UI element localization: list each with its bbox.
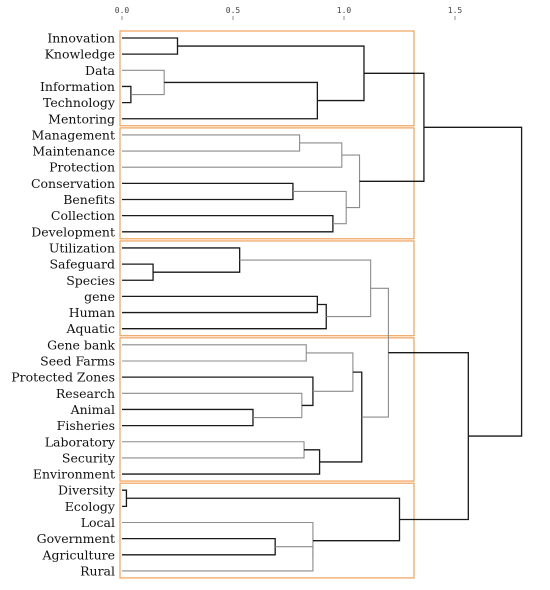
- dendrogram-branch: [122, 37, 179, 55]
- leaf-label: Mentoring: [48, 111, 115, 126]
- dendrogram-branch: [388, 352, 469, 521]
- dendrogram-branch: [122, 441, 305, 459]
- leaf-label: Protected Zones: [11, 370, 115, 385]
- dendrogram-branch: [122, 546, 314, 572]
- cluster-box: [119, 30, 415, 127]
- dendrogram-branch: [126, 497, 401, 542]
- leaf-label: Innovation: [47, 31, 115, 46]
- leaf-label: Management: [32, 127, 115, 142]
- cluster-box: [119, 240, 415, 337]
- cluster-box: [119, 482, 415, 579]
- leaf-labels: InnovationKnowledgeDataInformationTechno…: [11, 31, 116, 579]
- dendrogram-branch: [122, 303, 327, 330]
- dendrogram-branch: [122, 408, 254, 427]
- leaf-label: Agriculture: [42, 547, 116, 562]
- leaf-label: gene: [84, 289, 115, 304]
- leaf-label: Technology: [43, 95, 116, 110]
- dendrogram-branch: [177, 45, 365, 102]
- cluster-box: [119, 127, 415, 240]
- dendrogram-branch: [122, 489, 128, 507]
- leaf-label: Collection: [51, 208, 115, 223]
- leaf-label: Conservation: [31, 176, 115, 191]
- axis-tick-label: 1.0: [337, 6, 352, 15]
- dendrogram-branch: [122, 263, 154, 281]
- dendrogram-branch: [122, 182, 294, 201]
- leaf-label: Benefits: [63, 192, 115, 207]
- leaf-label: Species: [66, 273, 115, 288]
- axis-tick-label: 1.5: [448, 6, 463, 15]
- leaf-label: Research: [56, 386, 115, 401]
- leaf-label: Utilization: [49, 240, 115, 255]
- dendrogram-branches: [122, 37, 523, 572]
- leaf-label: Fisheries: [57, 418, 115, 433]
- distance-axis: 0.0 0.5 1.0 1.5: [115, 6, 463, 20]
- dendrogram-branch: [122, 134, 301, 152]
- cluster-box: [119, 337, 415, 482]
- dendrogram-branch: [423, 126, 523, 437]
- dendrogram-branch: [341, 154, 361, 209]
- leaf-label: Gene bank: [47, 337, 115, 352]
- dendrogram-branch: [319, 371, 363, 463]
- dendrogram-branch: [122, 295, 319, 314]
- leaf-label: Animal: [70, 402, 115, 417]
- leaf-label: Local: [81, 515, 115, 530]
- leaf-label: Rural: [80, 563, 115, 578]
- leaf-label: Safeguard: [49, 257, 115, 272]
- leaf-label: Diversity: [58, 483, 116, 498]
- leaf-label: Human: [69, 305, 115, 320]
- leaf-label: Development: [31, 224, 115, 239]
- dendrogram-branch: [122, 85, 132, 104]
- dendrogram-branch: [122, 392, 303, 419]
- dendrogram-branch: [122, 69, 165, 96]
- dendrogram-branch: [122, 521, 314, 559]
- dendrogram-branch: [292, 190, 347, 225]
- axis-tick-label: 0.0: [115, 6, 130, 15]
- dendrogram-branch: [122, 247, 241, 273]
- axis-tick-label: 0.5: [226, 6, 241, 15]
- dendrogram-branch: [239, 259, 372, 318]
- leaf-label: Laboratory: [45, 434, 116, 449]
- leaf-label: Knowledge: [45, 47, 115, 62]
- leaf-label: Maintenance: [32, 144, 115, 159]
- dendrogram-branch: [122, 142, 343, 168]
- leaf-label: Security: [62, 450, 116, 465]
- leaf-label: Environment: [33, 467, 115, 482]
- leaf-label: Protection: [49, 160, 115, 175]
- leaf-label: Government: [37, 531, 115, 546]
- dendrogram-branch: [122, 81, 319, 120]
- dendrogram-branch: [122, 344, 307, 362]
- dendrogram-branch: [122, 215, 334, 233]
- leaf-label: Information: [40, 79, 115, 94]
- leaf-label: Ecology: [65, 499, 116, 514]
- cluster-boxes: [119, 30, 415, 579]
- dendrogram-branch: [361, 287, 389, 418]
- dendrogram-branch: [122, 538, 276, 556]
- leaf-label: Seed Farms: [40, 354, 115, 369]
- dendrogram-branch: [122, 376, 314, 407]
- dendrogram-branch: [122, 449, 321, 475]
- leaf-label: Aquatic: [65, 321, 115, 336]
- leaf-label: Data: [85, 63, 115, 78]
